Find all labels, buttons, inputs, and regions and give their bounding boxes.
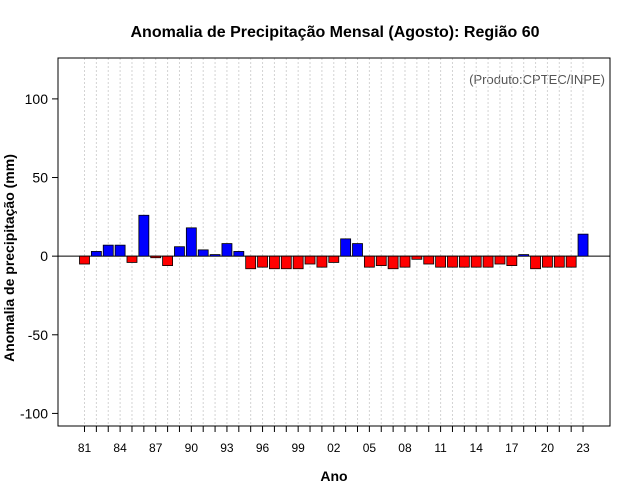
bar-1995: [245, 255, 257, 270]
bar-2021: [553, 255, 565, 268]
bar-2005: [363, 255, 375, 268]
bar-2022: [565, 255, 577, 268]
bar-2002: [328, 255, 340, 263]
x-axis-label: Ano: [320, 468, 347, 484]
x-tick-label: 11: [434, 441, 447, 455]
x-tick-label: 81: [78, 441, 92, 455]
x-tick-label: 02: [327, 441, 341, 455]
bar-1997: [269, 255, 280, 270]
bar-1991: [197, 249, 209, 257]
y-axis: -100 -50 0 50 100: [20, 91, 58, 421]
chart-title: Anomalia de Precipitação Mensal (Agosto)…: [131, 24, 540, 41]
bar-2001: [316, 255, 328, 268]
x-axis: 81 84 87 90 93 96 99 02 05 08 11 14 17 20 23: [78, 426, 590, 455]
x-tick-label: 96: [256, 441, 270, 455]
bar-2007: [387, 255, 399, 270]
bar-1996: [257, 255, 268, 268]
grid-lines: [84, 58, 584, 426]
bar-1989: [174, 246, 185, 257]
x-tick-label: 93: [220, 441, 234, 455]
bar-2016: [494, 255, 506, 265]
y-axis-label: Anomalia de precipitação (mm): [1, 154, 17, 362]
y-tick-label: -50: [28, 327, 48, 343]
bar-2000: [304, 255, 316, 265]
x-tick-label: 20: [541, 441, 555, 455]
bar-1988: [162, 255, 173, 266]
y-tick-label: 50: [32, 170, 48, 186]
bar-2012: [447, 255, 458, 268]
bar-2003: [340, 238, 352, 257]
bar-2020: [542, 255, 553, 268]
bar-1993: [221, 243, 233, 257]
bar-2018: [518, 254, 530, 257]
y-tick-label: 0: [40, 248, 48, 264]
bar-2009: [411, 255, 423, 260]
bar-1998: [280, 255, 292, 270]
x-tick-label: 08: [398, 441, 412, 455]
bars: [79, 214, 589, 270]
bar-1992: [209, 254, 221, 257]
bar-1982: [90, 251, 102, 257]
bar-1994: [233, 251, 245, 257]
y-tick-label: -100: [20, 405, 48, 421]
source-credit: (Produto:CPTEC/INPE): [469, 72, 605, 87]
bar-2023: [577, 233, 589, 257]
bar-1986: [138, 214, 150, 257]
bar-2014: [470, 255, 482, 268]
bar-1985: [126, 255, 138, 263]
x-tick-label: 05: [363, 441, 377, 455]
bar-2017: [506, 255, 518, 266]
bar-1990: [185, 227, 197, 257]
x-tick-label: 17: [505, 441, 519, 455]
bar-2006: [375, 255, 387, 266]
bar-2010: [423, 255, 435, 265]
x-tick-label: 84: [113, 441, 127, 455]
x-tick-label: 99: [291, 441, 305, 455]
y-tick-label: 100: [25, 91, 49, 107]
x-tick-label: 90: [185, 441, 199, 455]
bar-1983: [102, 244, 114, 257]
x-tick-label: 87: [149, 441, 163, 455]
bar-1981: [79, 255, 90, 265]
x-tick-label: 14: [470, 441, 484, 455]
bar-2013: [458, 255, 470, 268]
bar-2004: [352, 243, 363, 257]
bar-1999: [292, 255, 304, 270]
x-tick-label: 23: [576, 441, 590, 455]
bar-2011: [435, 255, 447, 268]
bar-2015: [482, 255, 494, 268]
bar-1987: [150, 255, 162, 259]
bar-2008: [399, 255, 411, 268]
bar-2019: [530, 255, 541, 270]
bar-1984: [114, 244, 126, 257]
